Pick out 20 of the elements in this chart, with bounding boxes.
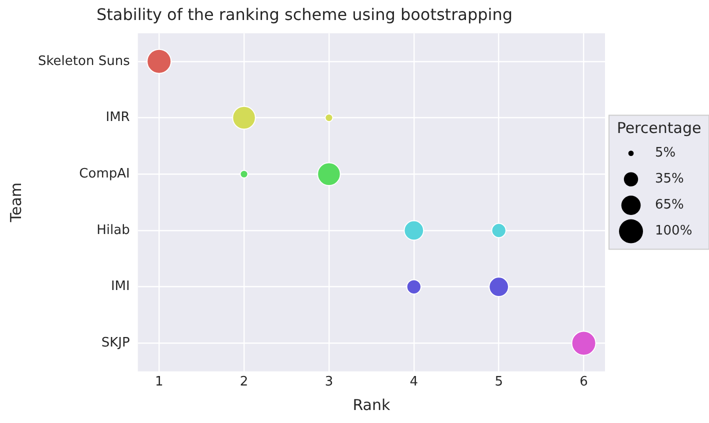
x-tick-label: 5 <box>494 374 503 390</box>
x-tick-label: 2 <box>240 374 248 390</box>
y-axis-title: Team <box>6 182 25 224</box>
x-axis-title: Rank <box>352 396 390 414</box>
x-tick-label: 3 <box>324 374 334 390</box>
chart-title: Stability of the ranking scheme using bootstrapping <box>96 4 513 24</box>
legend-title: Percentage <box>616 119 702 138</box>
y-tick-label: Hilab <box>96 222 130 238</box>
x-tick-label: 1 <box>154 374 164 390</box>
y-tick-label: SKJP <box>101 336 130 351</box>
legend-label: 65% <box>655 198 684 213</box>
y-tick-label: CompAI <box>79 166 130 182</box>
y-tick-label: IMR <box>106 110 130 126</box>
legend-label: 5% <box>655 146 676 161</box>
y-tick-label: Skeleton Suns <box>38 54 130 69</box>
legend-label: 35% <box>655 172 684 187</box>
legend-label: 100% <box>655 224 692 239</box>
x-tick-label: 6 <box>580 374 588 390</box>
y-tick-label: IMI <box>110 279 130 294</box>
x-tick-label: 4 <box>410 374 418 390</box>
